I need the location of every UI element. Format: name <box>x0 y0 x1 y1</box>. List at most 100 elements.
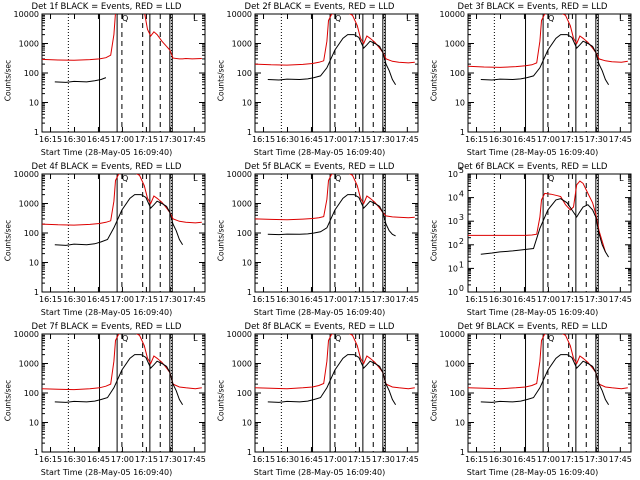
x-tick-label: 17:30 <box>159 295 182 304</box>
y-tick-label: 10 <box>448 288 458 297</box>
x-tick-label: 17:00 <box>111 135 134 144</box>
marker-label-l: L <box>406 14 411 23</box>
y-tick-label: 100 <box>237 229 252 238</box>
x-tick-label: 16:15 <box>39 295 62 304</box>
y-axis-label: Counts/sec <box>429 379 439 422</box>
marker-label-l: L <box>619 334 624 343</box>
events-series-line <box>54 77 107 83</box>
x-axis-label: Start Time (28-May-05 16:09:40) <box>253 148 386 157</box>
x-tick-label: 16:45 <box>87 295 110 304</box>
x-tick-label: 17:15 <box>348 295 371 304</box>
x-tick-label: 16:15 <box>465 135 488 144</box>
panel-title: Det 5f BLACK = Events, RED = LLD <box>244 162 395 172</box>
x-axis-label: Start Time (28-May-05 16:09:40) <box>253 308 386 317</box>
y-tick-label: 10 <box>29 259 39 268</box>
x-tick-label: 17:30 <box>585 295 608 304</box>
panel-det-7f: 1 10 100 1000 10000 16:15 16:30 16:45 17:00 17:15… <box>0 320 213 480</box>
x-tick-label: 17:15 <box>135 295 158 304</box>
events-series-line <box>54 354 184 405</box>
y-tick-label: 1 <box>34 448 39 457</box>
y-tick-label: 1000 <box>445 40 465 49</box>
x-axis-label: Start Time (28-May-05 16:09:40) <box>466 468 599 477</box>
panel-det-8f: 1 10 100 1000 10000 16:15 16:30 16:45 17:00 17:15… <box>213 320 426 480</box>
x-axis-label: Start Time (28-May-05 16:09:40) <box>253 468 386 477</box>
x-tick-label: 17:15 <box>561 295 584 304</box>
y-tick-exponent: 5 <box>459 166 464 175</box>
y-tick-label: 100 <box>24 389 39 398</box>
x-tick-label: 16:45 <box>300 455 323 464</box>
y-axis-label: Counts/sec <box>216 59 226 102</box>
y-tick-label: 10 <box>29 419 39 428</box>
x-tick-label: 16:45 <box>87 135 110 144</box>
y-axis-label: Counts/sec <box>3 59 13 102</box>
lld-series-line <box>255 14 415 66</box>
x-tick-label: 16:15 <box>39 135 62 144</box>
x-tick-label: 17:30 <box>585 135 608 144</box>
panel-title: Det 6f BLACK = Events, RED = LLD <box>457 162 608 172</box>
x-tick-label: 16:45 <box>513 295 536 304</box>
x-tick-label: 17:45 <box>183 135 206 144</box>
x-tick-label: 17:45 <box>609 295 632 304</box>
marker-label-l: L <box>193 334 198 343</box>
y-axis-label: Counts/sec <box>429 219 439 262</box>
x-tick-label: 16:30 <box>63 455 86 464</box>
y-tick-exponent: 0 <box>459 284 464 293</box>
marker-label-q: Q <box>335 174 341 183</box>
x-tick-label: 16:15 <box>465 455 488 464</box>
x-tick-label: 17:30 <box>372 295 395 304</box>
x-tick-label: 16:45 <box>300 295 323 304</box>
lld-series-line <box>468 180 606 253</box>
x-tick-label: 17:30 <box>372 455 395 464</box>
y-tick-label: 10000 <box>227 10 252 19</box>
x-tick-label: 17:00 <box>324 295 347 304</box>
panel-det-3f: 1 10 100 1000 10000 16:15 16:30 16:45 17:00 17:15… <box>426 0 639 160</box>
panel-det-9f: 1 10 100 1000 10000 16:15 16:30 16:45 17:00 17:15… <box>426 320 639 480</box>
marker-label-q: Q <box>122 334 128 343</box>
y-tick-label: 10 <box>455 419 465 428</box>
plot-frame <box>254 173 419 293</box>
x-tick-label: 16:15 <box>252 455 275 464</box>
y-axis-label: Counts/sec <box>3 219 13 262</box>
marker-label-l: L <box>406 174 411 183</box>
y-axis-label: Counts/sec <box>3 379 13 422</box>
y-tick-label: 10000 <box>227 330 252 339</box>
x-tick-label: 16:45 <box>300 135 323 144</box>
marker-label-l: L <box>193 174 198 183</box>
panel-chart-5f: 1 10 100 1000 10000 16:15 16:30 16:45 17:00 17:15… <box>227 170 419 304</box>
panel-title: Det 4f BLACK = Events, RED = LLD <box>31 162 182 172</box>
x-tick-label: 16:45 <box>87 455 110 464</box>
panel-title: Det 1f BLACK = Events, RED = LLD <box>31 2 182 12</box>
y-axis-label: Counts/sec <box>216 219 226 262</box>
y-tick-label: 1 <box>34 288 39 297</box>
x-tick-label: 17:00 <box>324 135 347 144</box>
x-tick-label: 16:30 <box>63 135 86 144</box>
y-tick-label: 10 <box>29 99 39 108</box>
x-tick-label: 17:45 <box>609 455 632 464</box>
y-tick-label: 1000 <box>19 360 39 369</box>
marker-label-l: L <box>406 334 411 343</box>
lld-series-line <box>42 174 202 226</box>
y-tick-label: 10000 <box>14 330 39 339</box>
panel-chart-1f: 1 10 100 1000 10000 16:15 16:30 16:45 17:00 17:15… <box>14 10 206 144</box>
marker-label-q: Q <box>548 174 554 183</box>
x-tick-label: 17:00 <box>111 295 134 304</box>
y-tick-label: 100 <box>24 229 39 238</box>
panel-title: Det 2f BLACK = Events, RED = LLD <box>244 2 395 12</box>
y-tick-exponent: 4 <box>459 190 464 199</box>
y-tick-label: 1 <box>460 448 465 457</box>
x-tick-label: 16:15 <box>252 295 275 304</box>
y-tick-label: 10 <box>448 170 458 179</box>
panel-chart-8f: 1 10 100 1000 10000 16:15 16:30 16:45 17:00 17:15… <box>227 330 419 464</box>
lld-series-line <box>255 174 415 221</box>
marker-label-q: Q <box>122 174 128 183</box>
x-tick-label: 17:30 <box>159 455 182 464</box>
x-tick-label: 16:30 <box>276 295 299 304</box>
panel-title: Det 3f BLACK = Events, RED = LLD <box>457 2 608 12</box>
y-tick-label: 1 <box>460 128 465 137</box>
y-tick-label: 10 <box>448 264 458 273</box>
x-tick-label: 17:30 <box>372 135 395 144</box>
x-axis-label: Start Time (28-May-05 16:09:40) <box>40 468 173 477</box>
x-tick-label: 17:00 <box>537 455 560 464</box>
